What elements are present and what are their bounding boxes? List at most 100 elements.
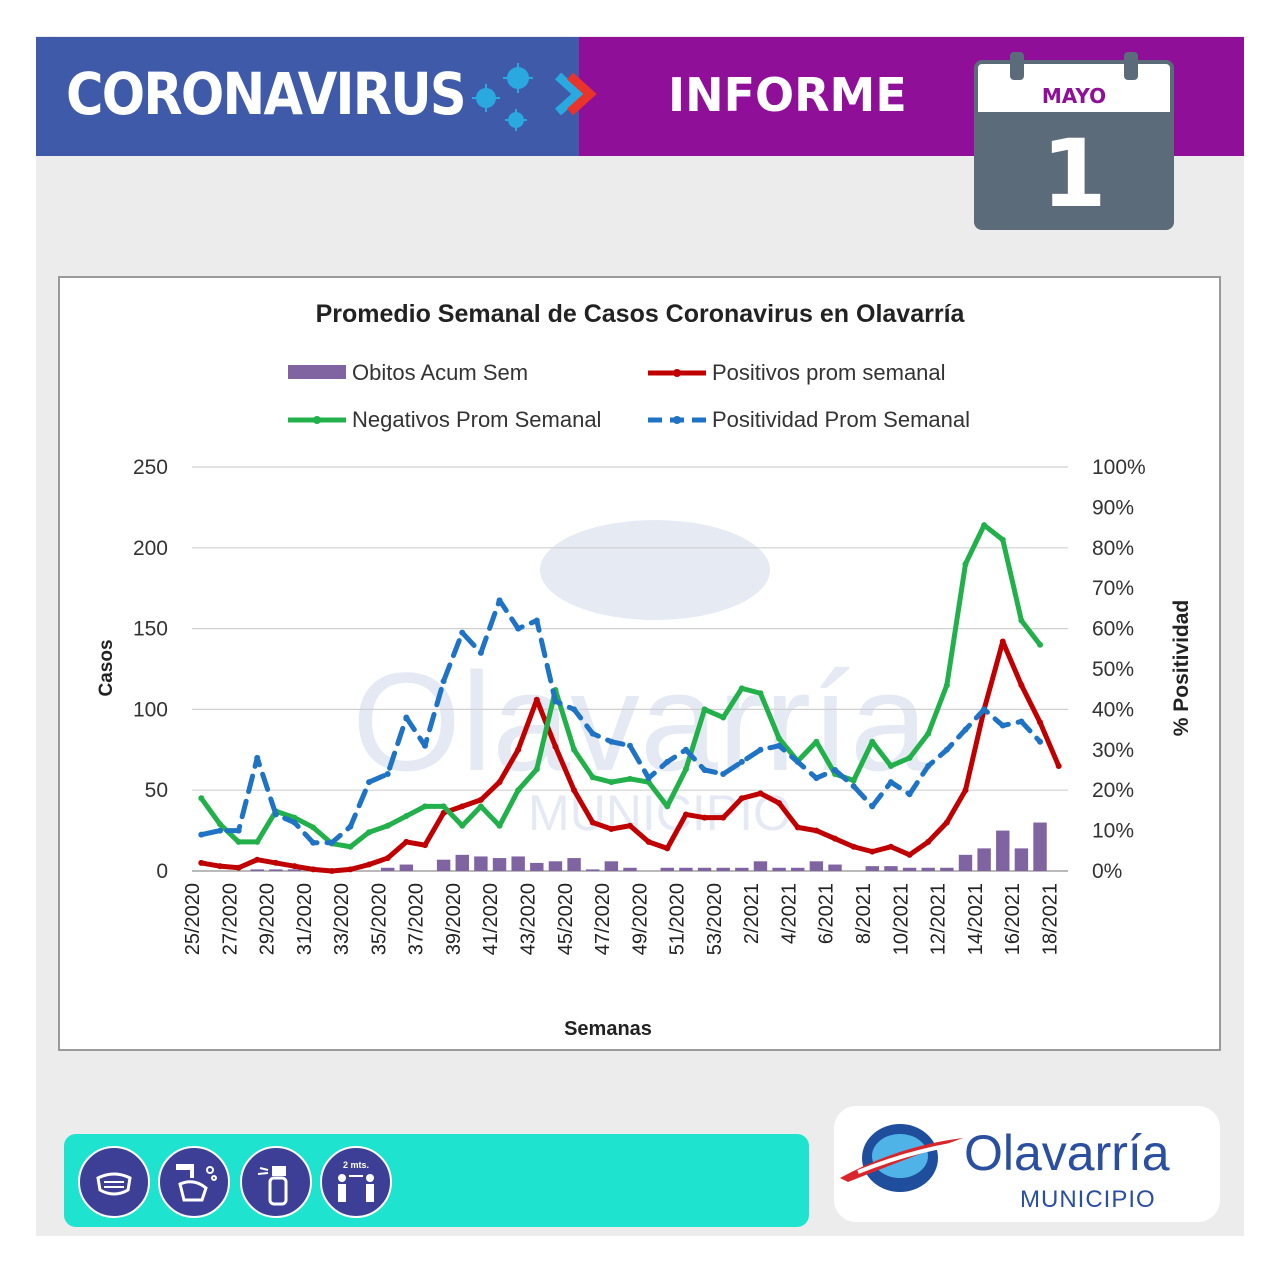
line-positividad-point xyxy=(328,839,335,846)
line-positividad-point xyxy=(720,771,727,778)
y2-tick-label: 20% xyxy=(1092,779,1134,802)
line-positivos-point xyxy=(850,843,857,850)
x-tick-label: 51/2020 xyxy=(667,883,689,955)
line-positividad-point xyxy=(757,746,764,753)
x-tick-label: 41/2020 xyxy=(480,883,502,955)
y2-tick-label: 70% xyxy=(1092,577,1134,600)
line-negativos xyxy=(198,522,1043,850)
line-positivos-point xyxy=(254,856,261,863)
line-negativos-point xyxy=(701,706,708,713)
line-negativos-point xyxy=(738,685,745,692)
bar-obitos xyxy=(996,830,1010,871)
header-title-informe: INFORME xyxy=(668,68,907,122)
line-positividad-point xyxy=(738,758,745,765)
virus-icon xyxy=(472,63,597,131)
legend-label-positividad: Positividad Prom Semanal xyxy=(712,407,970,432)
line-negativos-point xyxy=(943,682,950,689)
line-negativos-point xyxy=(757,690,764,697)
line-negativos-point xyxy=(198,795,205,802)
y2-tick-label: 80% xyxy=(1092,537,1134,560)
line-positivos-point xyxy=(1018,682,1025,689)
y-tick-label: 100 xyxy=(133,698,168,721)
x-tick-label: 8/2021 xyxy=(853,883,875,944)
line-negativos-point xyxy=(906,754,913,761)
line-positivos-point xyxy=(906,851,913,858)
calendar-badge: MAYO 1 xyxy=(974,52,1174,230)
bar-obitos xyxy=(530,862,544,871)
line-positivos-point xyxy=(645,838,652,845)
line-positividad-point xyxy=(776,742,783,749)
line-positividad-point xyxy=(981,706,988,713)
chart-panel xyxy=(58,276,1221,1051)
line-positivos-point xyxy=(552,743,559,750)
line-positivos-point xyxy=(776,800,783,807)
legend-label-obitos: Obitos Acum Sem xyxy=(352,360,528,385)
line-positividad-point xyxy=(608,738,615,745)
bar-obitos xyxy=(436,859,451,871)
line-positividad-point xyxy=(272,811,279,818)
line-positividad-point xyxy=(943,746,950,753)
line-negativos-point xyxy=(999,536,1006,543)
line-positivos-point xyxy=(664,845,671,852)
legend-label-negativos: Negativos Prom Semanal xyxy=(352,407,601,432)
line-negativos-point xyxy=(477,803,484,810)
line-positividad xyxy=(198,597,1043,846)
chevron-right-icon xyxy=(554,72,585,116)
y2-tick-label: 40% xyxy=(1092,698,1134,721)
sanitizer-spray-icon xyxy=(240,1146,312,1218)
x-tick-label: 39/2020 xyxy=(443,883,465,955)
line-negativos-point xyxy=(347,843,354,850)
y2-tick-label: 30% xyxy=(1092,739,1134,762)
line-positividad-point xyxy=(254,754,261,761)
y-tick-label: 250 xyxy=(133,456,168,479)
bar-obitos xyxy=(809,861,824,871)
bar-obitos xyxy=(1033,822,1047,871)
line-positividad-point xyxy=(459,629,466,636)
bar-obitos xyxy=(884,866,898,871)
bar-obitos xyxy=(287,869,302,871)
line-positividad-point xyxy=(887,779,894,786)
logo-swoosh-icon xyxy=(840,1124,963,1192)
logo-name: Olavarría xyxy=(964,1125,1170,1181)
y2-tick-label: 60% xyxy=(1092,618,1134,641)
line-positivos-point xyxy=(589,819,596,826)
bar-obitos xyxy=(604,861,619,871)
line-negativos-point xyxy=(571,746,578,753)
line-positividad-point xyxy=(701,767,708,773)
line-positividad-point xyxy=(496,597,503,604)
line-negativos-point xyxy=(887,762,894,769)
line-negativos-point xyxy=(254,838,261,845)
line-positivos-point xyxy=(515,746,522,753)
y2-tick-label: 100% xyxy=(1092,456,1146,479)
x-tick-label: 33/2020 xyxy=(331,883,353,955)
bar-obitos xyxy=(828,864,842,871)
y-tick-label: 0 xyxy=(156,860,168,883)
line-positivos-point xyxy=(366,861,373,868)
line-positivos-point xyxy=(627,822,633,829)
calendar-day: 1 xyxy=(1041,120,1107,229)
x-tick-label: 35/2020 xyxy=(368,883,390,955)
line-positividad-point xyxy=(1037,738,1044,745)
line-positividad-point xyxy=(384,771,391,778)
bar-obitos xyxy=(940,867,954,871)
line-positivos-point xyxy=(813,827,820,834)
line-positivos-point xyxy=(943,819,950,826)
line-positivos-point xyxy=(571,787,578,794)
x-tick-label: 47/2020 xyxy=(592,883,614,955)
line-positividad-point xyxy=(533,617,540,624)
line-negativos-point xyxy=(216,821,223,828)
line-positivos-point xyxy=(403,838,410,845)
line-negativos-point xyxy=(850,777,857,784)
line-negativos-point xyxy=(925,730,932,737)
line-positivos-point xyxy=(757,790,764,797)
line-negativos-point xyxy=(608,779,615,786)
bar-obitos xyxy=(380,867,395,871)
line-positividad-point xyxy=(999,722,1006,729)
line-positividad-point xyxy=(794,758,801,765)
line-positividad-point xyxy=(850,783,857,790)
line-positivos-point xyxy=(608,825,615,832)
bar-obitos xyxy=(1014,848,1029,871)
line-positivos-point xyxy=(1037,719,1044,726)
x-axis-label: Semanas xyxy=(564,1018,652,1040)
line-negativos-point xyxy=(459,822,466,829)
